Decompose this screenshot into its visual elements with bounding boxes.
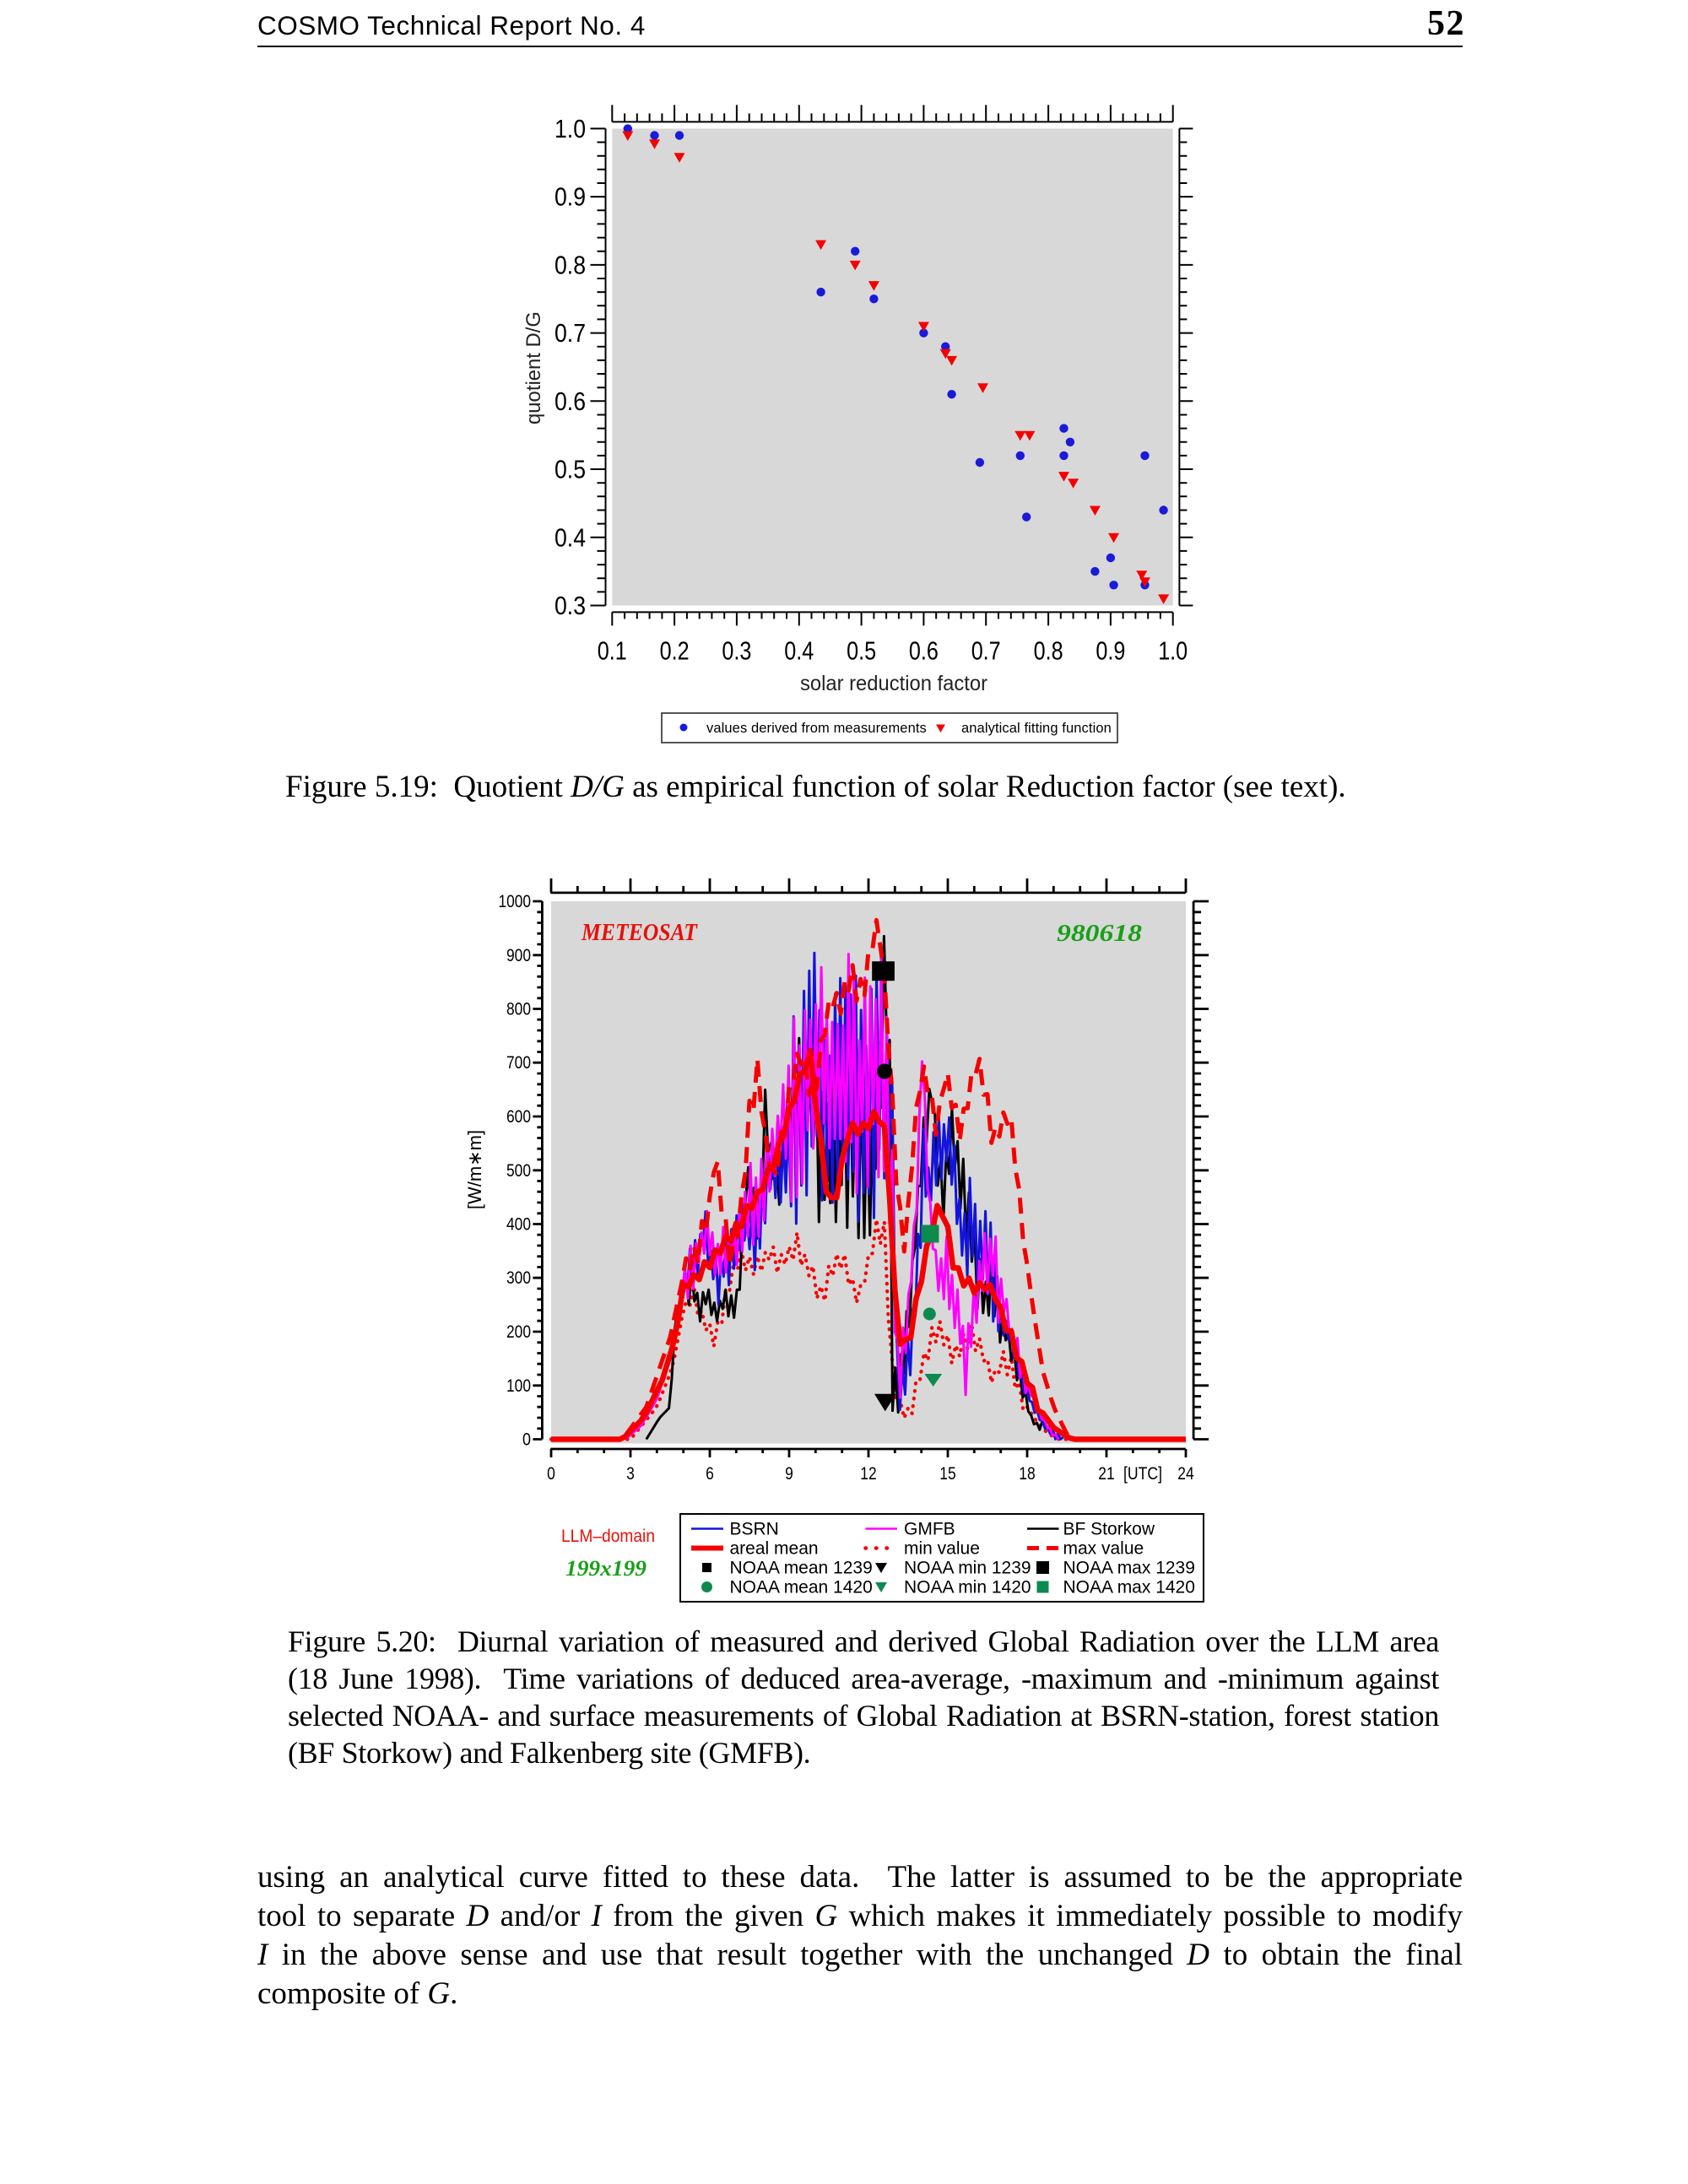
svg-text:300: 300 bbox=[506, 1268, 531, 1288]
svg-text:100: 100 bbox=[506, 1376, 531, 1396]
svg-text:1.0: 1.0 bbox=[555, 114, 586, 143]
svg-text:21: 21 bbox=[1098, 1464, 1114, 1484]
svg-text:LLM–domain: LLM–domain bbox=[561, 1527, 655, 1546]
svg-text:BSRN: BSRN bbox=[730, 1520, 779, 1539]
svg-text:0.2: 0.2 bbox=[660, 636, 690, 666]
svg-text:METEOSAT: METEOSAT bbox=[581, 919, 698, 946]
svg-text:0: 0 bbox=[547, 1464, 555, 1484]
svg-text:600: 600 bbox=[506, 1107, 531, 1127]
svg-text:NOAA min 1420: NOAA min 1420 bbox=[904, 1578, 1031, 1597]
svg-text:BF Storkow: BF Storkow bbox=[1063, 1520, 1155, 1539]
svg-text:solar reduction factor: solar reduction factor bbox=[800, 672, 987, 695]
svg-text:0.7: 0.7 bbox=[555, 318, 586, 348]
svg-text:6: 6 bbox=[706, 1464, 714, 1484]
svg-text:[W/m∗m]: [W/m∗m] bbox=[464, 1130, 485, 1209]
svg-text:values derived from measuremen: values derived from measurements bbox=[706, 721, 927, 736]
svg-text:0.3: 0.3 bbox=[722, 636, 751, 666]
svg-text:0.5: 0.5 bbox=[847, 636, 876, 666]
svg-text:quotient D/G: quotient D/G bbox=[522, 311, 545, 424]
svg-text:analytical fitting function: analytical fitting function bbox=[961, 721, 1112, 736]
svg-text:0: 0 bbox=[522, 1430, 531, 1450]
svg-text:NOAA mean 1420: NOAA mean 1420 bbox=[730, 1578, 873, 1597]
svg-text:500: 500 bbox=[506, 1161, 531, 1181]
svg-text:980618: 980618 bbox=[1057, 920, 1143, 947]
svg-text:12: 12 bbox=[860, 1464, 876, 1484]
svg-text:9: 9 bbox=[785, 1464, 793, 1484]
svg-text:800: 800 bbox=[506, 1000, 531, 1019]
svg-text:0.4: 0.4 bbox=[784, 636, 814, 666]
svg-text:900: 900 bbox=[506, 946, 531, 965]
svg-text:NOAA mean 1239: NOAA mean 1239 bbox=[730, 1559, 873, 1578]
svg-text:0.6: 0.6 bbox=[909, 636, 939, 666]
svg-text:0.9: 0.9 bbox=[1096, 636, 1125, 666]
svg-text:1000: 1000 bbox=[499, 892, 532, 911]
svg-text:0.7: 0.7 bbox=[971, 636, 1001, 666]
svg-text:24: 24 bbox=[1177, 1464, 1194, 1484]
svg-text:[UTC]: [UTC] bbox=[1123, 1464, 1162, 1484]
svg-text:0.1: 0.1 bbox=[598, 636, 627, 666]
svg-text:areal mean: areal mean bbox=[730, 1539, 819, 1559]
svg-text:0.4: 0.4 bbox=[555, 522, 586, 552]
svg-text:200: 200 bbox=[506, 1322, 531, 1342]
svg-text:400: 400 bbox=[506, 1215, 531, 1235]
svg-text:3: 3 bbox=[626, 1464, 635, 1484]
svg-text:0.8: 0.8 bbox=[555, 250, 586, 279]
svg-text:18: 18 bbox=[1019, 1464, 1035, 1484]
svg-text:NOAA max 1420: NOAA max 1420 bbox=[1063, 1578, 1195, 1597]
svg-text:max value: max value bbox=[1063, 1539, 1144, 1559]
svg-text:GMFB: GMFB bbox=[904, 1520, 955, 1539]
svg-text:0.5: 0.5 bbox=[555, 455, 586, 484]
svg-text:199x199: 199x199 bbox=[565, 1556, 647, 1581]
svg-text:min value: min value bbox=[904, 1539, 980, 1559]
svg-text:0.6: 0.6 bbox=[555, 387, 586, 416]
svg-text:700: 700 bbox=[506, 1053, 531, 1073]
svg-text:0.8: 0.8 bbox=[1034, 636, 1063, 666]
svg-text:1.0: 1.0 bbox=[1158, 636, 1188, 666]
svg-text:NOAA max 1239: NOAA max 1239 bbox=[1063, 1559, 1195, 1578]
svg-text:15: 15 bbox=[939, 1464, 955, 1484]
svg-text:NOAA min 1239: NOAA min 1239 bbox=[904, 1559, 1031, 1578]
svg-text:0.9: 0.9 bbox=[555, 182, 586, 212]
svg-text:0.3: 0.3 bbox=[555, 591, 586, 620]
